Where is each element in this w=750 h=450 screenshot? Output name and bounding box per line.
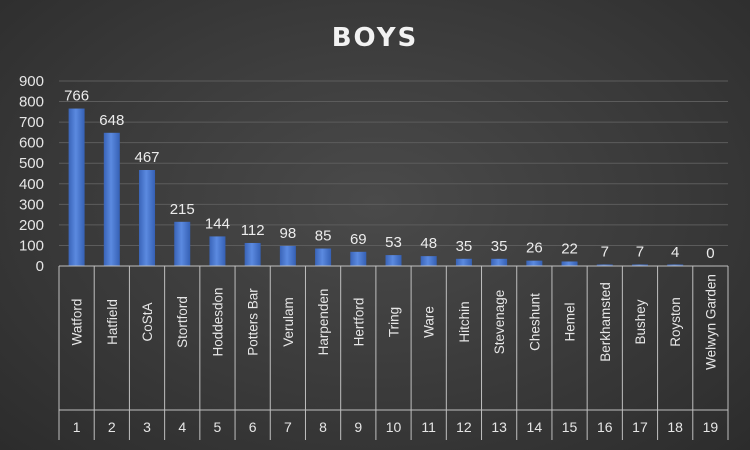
rank-label: 4: [178, 419, 186, 435]
category-label: Hoddesdon: [210, 287, 225, 356]
data-label: 766: [64, 88, 89, 105]
bar: [596, 264, 613, 266]
data-label: 35: [491, 238, 508, 255]
bar: [455, 258, 472, 266]
rank-label: 17: [632, 419, 648, 435]
category-label: Stortford: [175, 296, 190, 348]
bar: [174, 221, 191, 266]
rank-label: 7: [284, 419, 292, 435]
y-tick-label: 700: [19, 114, 44, 131]
bar: [491, 258, 508, 266]
category-label: Hertford: [351, 298, 366, 347]
rank-label: 19: [703, 419, 719, 435]
bar: [526, 260, 543, 266]
category-label: Verulam: [281, 297, 296, 347]
category-label: Ware: [422, 306, 437, 338]
data-label: 69: [350, 231, 367, 248]
chart-title: BOYS: [332, 23, 419, 53]
category-label: Royston: [668, 297, 683, 347]
bars: [68, 108, 684, 267]
y-tick-label: 200: [19, 217, 44, 234]
rank-label: 16: [597, 419, 613, 435]
bar: [279, 245, 296, 266]
rank-label: 6: [249, 419, 257, 435]
bar: [68, 108, 85, 267]
bar: [315, 248, 332, 266]
rank-label: 10: [386, 419, 402, 435]
data-label: 112: [241, 222, 265, 239]
bar: [139, 170, 156, 266]
y-tick-label: 600: [19, 135, 44, 152]
bar: [561, 261, 578, 266]
category-label: Welwyn Garden: [703, 274, 718, 370]
gridlines: [59, 80, 728, 246]
y-tick-label: 300: [19, 196, 44, 213]
category-label: Cheshunt: [527, 293, 542, 351]
data-label: 4: [671, 244, 679, 261]
bar: [244, 242, 261, 266]
category-label: Harpenden: [316, 289, 331, 356]
y-tick-label: 900: [19, 73, 44, 90]
y-tick-label: 500: [19, 155, 44, 172]
data-label: 53: [385, 234, 402, 251]
data-label: 85: [315, 228, 332, 245]
rank-label: 14: [527, 419, 543, 435]
y-tick-label: 400: [19, 176, 44, 193]
y-tick-label: 100: [19, 237, 44, 254]
category-label: Potters Bar: [246, 288, 261, 356]
bar: [103, 132, 120, 266]
bar: [385, 255, 402, 266]
data-label: 648: [99, 112, 124, 129]
data-label: 22: [561, 240, 578, 257]
data-label: 26: [526, 240, 543, 257]
category-label: Stevenage: [492, 290, 507, 355]
y-tick-label: 0: [36, 258, 44, 275]
bar: [420, 256, 437, 266]
bar: [350, 251, 367, 266]
category-axis: Watford 1 Hatfield 2 CoStA 3 Stortford 4 Hoddesd…: [58, 265, 729, 440]
category-label: Berkhamsted: [598, 282, 613, 362]
y-axis-ticks: 0 100 200 300 400 500 600 700 800 900: [19, 73, 44, 275]
data-label: 144: [205, 215, 230, 232]
bar: [209, 236, 226, 266]
rank-label: 9: [354, 419, 362, 435]
category-label: Hatfield: [105, 299, 120, 345]
rank-label: 8: [319, 419, 327, 435]
rank-label: 3: [143, 419, 151, 435]
category-label: Hitchin: [457, 301, 472, 342]
data-label: 48: [420, 235, 437, 252]
bar: [667, 264, 684, 266]
data-label: 0: [706, 245, 714, 262]
data-label: 98: [280, 225, 297, 242]
category-label: CoStA: [140, 302, 155, 341]
rank-label: 1: [73, 419, 81, 435]
y-tick-label: 800: [19, 94, 44, 111]
rank-label: 5: [214, 419, 222, 435]
category-label: Hemel: [563, 302, 578, 341]
category-label: Tring: [387, 307, 402, 337]
rank-label: 18: [667, 419, 683, 435]
data-label: 7: [601, 244, 609, 261]
data-label: 215: [170, 201, 195, 218]
data-label: 467: [135, 149, 160, 166]
rank-label: 15: [562, 419, 578, 435]
rank-label: 13: [491, 419, 507, 435]
rank-label: 12: [456, 419, 472, 435]
data-label: 35: [456, 238, 473, 255]
data-labels: 766 648 467 215 144 112 98 85 69 53 48 35 35 26 22 7 7 4 0: [64, 88, 714, 262]
category-label: Watford: [70, 299, 85, 346]
data-label: 7: [636, 244, 644, 261]
category-label: Bushey: [633, 299, 648, 344]
rank-label: 2: [108, 419, 116, 435]
rank-label: 11: [421, 419, 436, 435]
bar: [631, 264, 648, 266]
